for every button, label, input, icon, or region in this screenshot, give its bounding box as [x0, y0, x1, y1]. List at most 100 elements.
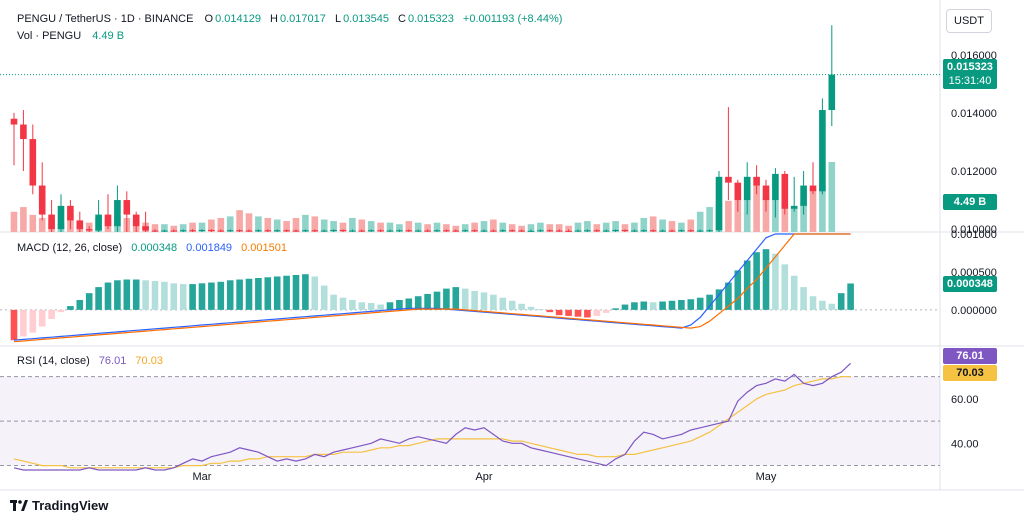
- candle-body: [687, 230, 695, 232]
- volume-bar: [706, 207, 713, 232]
- macd-histogram-bar: [20, 309, 27, 337]
- macd-histogram-bar: [95, 287, 102, 310]
- macd-histogram-bar: [837, 293, 845, 310]
- macd-histogram-bar: [499, 297, 507, 310]
- symbol-label[interactable]: PENGU / TetherUS · 1D · BINANCE: [17, 13, 194, 25]
- brand-name: TradingView: [32, 498, 109, 513]
- volume-bar: [10, 211, 18, 232]
- macd-histogram-bar: [847, 283, 854, 310]
- candle-body: [725, 176, 732, 183]
- currency-button[interactable]: USDT: [946, 9, 992, 33]
- macd-histogram-bar: [790, 275, 798, 310]
- time-tick-label: Apr: [475, 471, 492, 483]
- candle-body: [678, 230, 685, 232]
- macd-line-value: 0.001849: [186, 242, 233, 254]
- volume-label[interactable]: Vol · PENGU: [17, 30, 82, 42]
- close-label: C: [398, 13, 406, 25]
- candle-body: [85, 229, 93, 231]
- candle-body: [602, 230, 610, 232]
- volume-legend: Vol · PENGU 4.49 B: [17, 29, 130, 43]
- macd-histogram-bar: [715, 289, 723, 310]
- footer-brand[interactable]: TradingView: [10, 498, 108, 514]
- macd-line: [13, 233, 851, 341]
- volume-bar: [602, 222, 610, 232]
- macd-histogram-bar: [743, 260, 751, 310]
- candle-body: [170, 230, 178, 232]
- candle-body: [386, 230, 394, 232]
- volume-bar: [189, 222, 196, 232]
- candle-body: [527, 230, 535, 232]
- volume-bar: [640, 217, 648, 232]
- candle-body: [283, 230, 290, 232]
- time-tick-label: Mar: [193, 471, 212, 483]
- volume-bar: [245, 213, 253, 232]
- volume-bar: [358, 219, 366, 232]
- macd-histogram-bar: [678, 300, 685, 310]
- volume-bar: [236, 210, 243, 232]
- volume-bar: [179, 224, 187, 232]
- candle-body: [151, 230, 159, 232]
- macd-histogram-bar: [471, 290, 478, 310]
- macd-histogram-bar: [461, 288, 469, 310]
- macd-label[interactable]: MACD (12, 26, close): [17, 242, 123, 254]
- candle-body: [649, 230, 657, 232]
- macd-histogram-bar: [123, 279, 131, 310]
- candle-body: [574, 230, 582, 232]
- macd-histogram-bar: [602, 309, 610, 313]
- rsi-tick-label: 40.00: [951, 438, 979, 450]
- macd-histogram-bar: [386, 302, 394, 310]
- volume-bar: [414, 222, 422, 232]
- volume-bar: [527, 224, 535, 232]
- candle-body: [264, 230, 272, 232]
- volume-bar: [311, 216, 319, 232]
- macd-histogram-bar: [330, 294, 337, 310]
- macd-signal-line: [13, 233, 851, 343]
- candle-body: [179, 230, 187, 232]
- candle-body: [828, 74, 836, 111]
- volume-bar: [349, 217, 356, 232]
- candle-body: [518, 230, 525, 232]
- volume-bar: [546, 224, 554, 232]
- macd-histogram-bar: [640, 301, 648, 310]
- volume-bar: [461, 224, 469, 232]
- volume-bar: [20, 207, 27, 232]
- candle-body: [734, 182, 742, 201]
- rsi-label[interactable]: RSI (14, close): [17, 355, 90, 367]
- macd-histogram-bar: [584, 309, 591, 318]
- candle-body: [20, 124, 27, 140]
- macd-histogram-bar: [574, 309, 582, 317]
- volume-bar: [621, 224, 629, 232]
- macd-histogram-bar: [696, 297, 704, 310]
- volume-bar: [161, 224, 168, 232]
- candle-body: [330, 229, 337, 231]
- volume-bar: [273, 219, 281, 232]
- volume-tag: 4.49 B: [943, 194, 997, 210]
- candle-body: [255, 230, 262, 232]
- price-tick-label: 0.014000: [951, 108, 997, 120]
- candle-body: [668, 230, 676, 232]
- macd-histogram-bar: [198, 283, 206, 310]
- candle-body: [508, 230, 516, 232]
- candle-body: [311, 230, 319, 232]
- macd-histogram-bar: [452, 287, 460, 310]
- volume-bar: [508, 224, 516, 232]
- volume-bar: [339, 222, 347, 232]
- macd-histogram-bar: [29, 309, 37, 333]
- macd-histogram-bar: [339, 297, 347, 310]
- macd-histogram-bar: [828, 303, 836, 310]
- volume-bar: [725, 200, 732, 232]
- candle-body: [790, 205, 798, 209]
- high-value: 0.017017: [279, 13, 326, 25]
- candle-body: [537, 230, 544, 232]
- macd-histogram-bar: [725, 282, 732, 310]
- volume-bar: [819, 185, 826, 232]
- candle-body: [621, 229, 629, 231]
- candle-body: [414, 230, 422, 232]
- macd-histogram-bar: [687, 299, 695, 310]
- volume-bar: [170, 225, 178, 232]
- volume-bar: [367, 221, 375, 232]
- candle-body: [38, 185, 46, 215]
- candle-body: [236, 230, 243, 232]
- ohlc-legend: PENGU / TetherUS · 1D · BINANCE O 0.01412…: [17, 12, 568, 26]
